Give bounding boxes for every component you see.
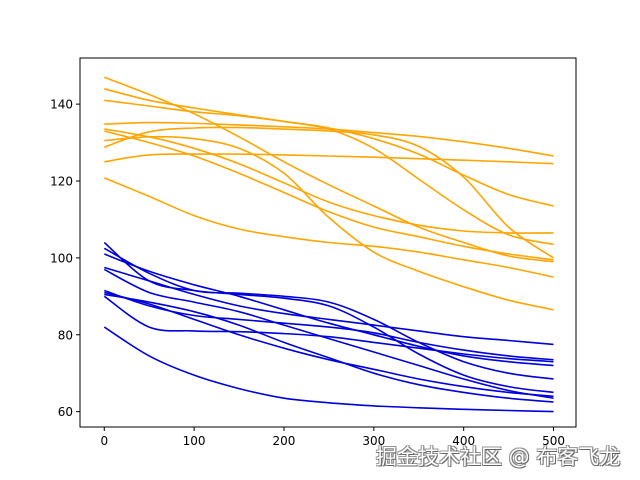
series-line-orange-2 — [104, 88, 554, 246]
x-tick-label: 300 — [362, 434, 385, 448]
series-line-orange-6 — [104, 130, 554, 261]
series-line-blue-5 — [103, 268, 554, 399]
series-line-orange-3 — [104, 99, 554, 207]
series-line-blue-6 — [104, 289, 554, 361]
series-line-orange-4 — [104, 121, 554, 157]
y-tick-label: 140 — [50, 98, 73, 112]
x-tick-label: 0 — [100, 434, 108, 448]
series-line-orange-1 — [104, 76, 554, 263]
series-line-orange-7 — [104, 135, 554, 311]
y-tick-label: 80 — [58, 328, 73, 342]
x-tick-label: 100 — [183, 434, 206, 448]
x-tick-label: 200 — [273, 434, 296, 448]
series-line-blue-9 — [103, 295, 554, 363]
plot-lines — [103, 76, 554, 413]
watermark: 掘金技术社区 @ 布客飞龙 — [376, 445, 621, 469]
series-line-blue-8 — [104, 293, 554, 403]
series-line-orange-10 — [103, 177, 554, 278]
series-line-blue-1 — [103, 241, 554, 394]
series-line-blue-7 — [104, 291, 554, 398]
y-tick-label: 60 — [58, 405, 73, 419]
series-line-blue-3 — [104, 253, 554, 367]
series-line-blue-4 — [104, 266, 554, 346]
x-tick-label: 500 — [542, 434, 565, 448]
x-tick-label: 400 — [452, 434, 475, 448]
y-tick-label: 100 — [50, 251, 73, 265]
y-tick-label: 120 — [50, 175, 73, 189]
series-line-blue-2 — [103, 247, 554, 380]
series-line-blue-10 — [103, 326, 554, 413]
axes-frame — [79, 57, 577, 428]
series-line-orange-8 — [104, 126, 554, 259]
x-axis: 0 100 200 300 400 500 — [100, 427, 565, 448]
series-line-orange-9 — [104, 153, 554, 165]
series-line-orange-5 — [104, 128, 554, 234]
y-axis: 60 80 100 120 140 — [50, 98, 80, 419]
